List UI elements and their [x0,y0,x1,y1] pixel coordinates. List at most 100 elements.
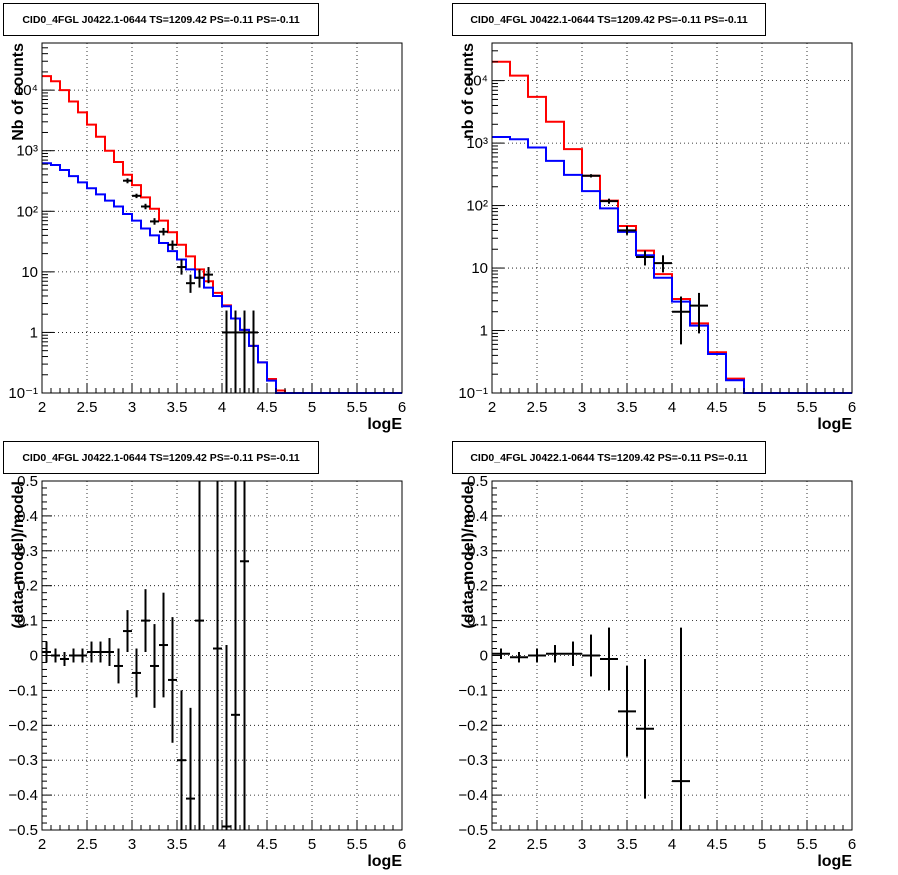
data-point [159,592,168,698]
data-point [96,641,105,663]
x-tick-label: 2 [488,836,496,853]
x-tick-label: 6 [848,836,856,853]
data-point [105,638,114,666]
data-point [60,652,69,666]
y-tick-label: −0.2 [458,717,488,734]
x-tick-label: 5.5 [797,836,818,853]
y-tick-label: 0.3 [467,543,488,560]
x-tick-label: 3.5 [617,836,638,853]
y-tick-label: −0.3 [8,752,38,769]
x-tick-label: 4.5 [257,836,278,853]
x-tick-label: 5 [758,836,766,853]
data-point [528,648,546,663]
data-point [222,645,231,830]
chart-panel: CID0_4FGL J0422.1-0644 TS=1209.42 PS=-0.… [3,441,406,870]
x-tick-label: 2 [488,399,496,416]
y-tick-label: −0.1 [8,682,38,699]
data-point [159,227,168,236]
y-tick-label: 0.2 [467,578,488,595]
x-tick-label: 2.5 [77,399,98,416]
data-point [231,310,240,393]
y-tick-label: −0.4 [458,787,488,804]
title-box [3,441,319,474]
y-tick-label: −0.3 [458,752,488,769]
x-tick-label: 2.5 [77,836,98,853]
y-tick-label: 0.4 [467,508,488,525]
x-tick-label: 5.5 [347,399,368,416]
data-point [618,226,636,235]
x-axis-label: logE [367,416,402,433]
x-tick-label: 5 [758,399,766,416]
data-point [87,641,96,663]
x-axis-label: logE [367,853,402,870]
data-point [177,259,186,275]
data-point [582,174,600,178]
title-box [452,3,766,36]
y-tick-label: −0.4 [8,787,38,804]
y-tick-label: 0 [30,648,38,665]
data-point [168,240,177,250]
y-tick-label: 10⁴ [15,82,38,99]
data-point [546,645,564,663]
x-tick-label: 4.5 [707,399,728,416]
y-tick-label: 10³ [16,143,38,160]
data-point [78,648,87,663]
x-axis-label: logE [817,853,852,870]
x-tick-label: 3.5 [617,399,638,416]
chart-title: CID0_4FGL J0422.1-0644 TS=1209.42 PS=-0.… [22,452,300,464]
data-point [564,641,582,666]
data-point [132,648,141,698]
x-tick-label: 3 [578,836,586,853]
data-point [510,652,528,663]
x-tick-label: 3 [128,836,136,853]
y-tick-label: 10³ [466,135,488,152]
x-tick-label: 6 [398,836,406,853]
data-point [600,198,618,204]
data-point [51,648,60,663]
y-tick-label: 10 [21,264,38,281]
y-tick-label: 10⁴ [465,73,488,90]
data-point [600,627,618,691]
data-point [150,218,159,225]
title-box [3,3,319,36]
title-box [452,441,766,474]
x-tick-label: 3 [128,399,136,416]
data-point [240,481,249,830]
data-point [123,178,132,184]
y-tick-label: 0.2 [17,578,38,595]
data-point [114,648,123,684]
data-point [141,203,150,210]
x-tick-label: 6 [848,399,856,416]
data-point [186,274,195,293]
series-line-blue [42,162,402,394]
x-tick-label: 4 [218,836,226,853]
y-tick-label: −0.5 [458,822,488,839]
data-point [141,589,150,653]
data-point [195,269,204,288]
y-tick-label: 10⁻¹ [458,385,488,402]
y-tick-label: −0.5 [8,822,38,839]
y-axis-label: Nb of counts [10,43,27,141]
data-point [222,310,231,393]
y-tick-label: 10² [16,203,38,220]
x-tick-label: 4 [668,836,676,853]
data-point [168,617,177,743]
y-tick-label: 0.1 [17,613,38,630]
data-point [69,648,78,663]
data-point [231,481,240,830]
data-point [492,648,510,659]
chart-panel: CID0_4FGL J0422.1-0644 TS=1209.42 PS=-0.… [3,3,406,433]
data-point [249,310,258,393]
y-tick-label: 1 [30,324,38,341]
x-tick-label: 4 [218,399,226,416]
chart-title: CID0_4FGL J0422.1-0644 TS=1209.42 PS=-0.… [22,14,300,26]
x-tick-label: 5.5 [347,836,368,853]
y-tick-label: 10² [466,198,488,215]
x-tick-label: 5.5 [797,399,818,416]
x-tick-label: 2 [38,836,46,853]
data-point [672,627,690,830]
y-tick-label: 0.5 [17,473,38,490]
data-point [186,707,195,830]
data-point [132,193,141,199]
